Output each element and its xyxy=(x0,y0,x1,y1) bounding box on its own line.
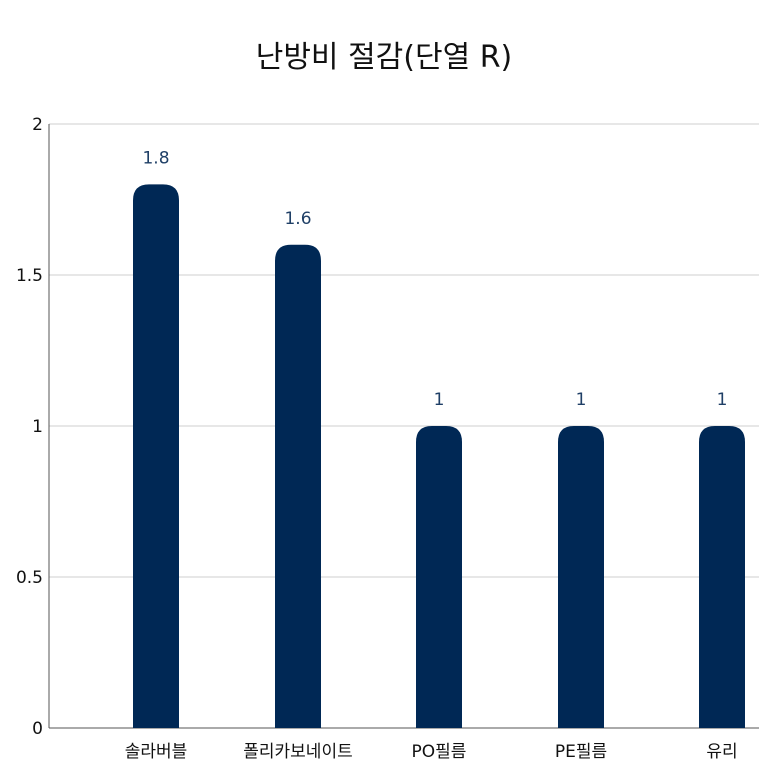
bar xyxy=(416,426,462,728)
data-label: 1 xyxy=(576,390,587,410)
data-label: 1.8 xyxy=(142,148,169,168)
category-label: 유리 xyxy=(706,742,737,762)
category-label: PE필름 xyxy=(555,742,607,762)
bar xyxy=(133,184,179,728)
y-tick-label: 0 xyxy=(32,719,43,739)
bar xyxy=(699,426,745,728)
bars xyxy=(133,184,745,729)
y-axis-ticks: 0 0.5 1 1.5 2 xyxy=(16,115,43,739)
data-label: 1 xyxy=(434,390,445,410)
y-tick-label: 0.5 xyxy=(16,568,43,588)
bar xyxy=(558,426,604,728)
chart-title: 난방비 절감(단열 R) xyxy=(256,40,513,75)
bar xyxy=(275,244,321,729)
category-label: 솔라버블 xyxy=(125,742,188,762)
data-labels: 1.8 1.6 1 1 1 xyxy=(142,148,727,410)
category-label: 폴리카보네이트 xyxy=(243,742,352,762)
y-tick-label: 1 xyxy=(32,417,43,437)
data-label: 1.6 xyxy=(284,209,311,229)
y-tick-label: 2 xyxy=(32,115,43,135)
data-label: 1 xyxy=(717,390,728,410)
y-tick-label: 1.5 xyxy=(16,266,43,286)
x-axis-categories: 솔라버블 폴리카보네이트 PO필름 PE필름 유리 xyxy=(125,742,738,762)
category-label: PO필름 xyxy=(412,742,467,762)
